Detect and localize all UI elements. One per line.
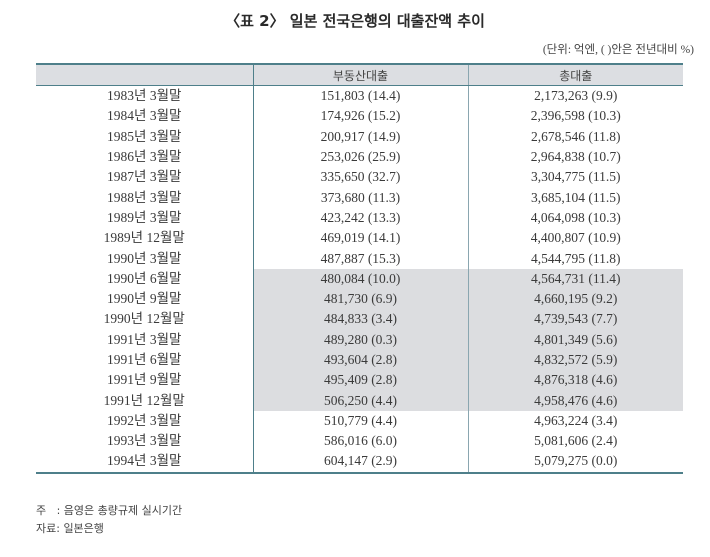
period-cell: 1985년 3월말 [107, 128, 182, 144]
real-estate-loan-cell: 586,016 (6.0) [252, 431, 468, 452]
total-loan-cell: 3,304,775 (11.5) [467, 167, 683, 188]
total-loan-cell: 5,081,606 (2.4) [467, 431, 683, 452]
total-loan-cell: 2,964,838 (10.7) [467, 146, 683, 168]
table-row: 1991년 12월말 506,250 (4.4) 4,958,476 (4.6) [36, 390, 683, 411]
real-estate-loan-cell: 495,409 (2.8) [252, 370, 468, 391]
total-loan-cell: 4,064,098 (10.3) [467, 207, 683, 229]
period-cell: 1991년 12월말 [103, 392, 185, 408]
total-loan-cell: 2,678,546 (11.8) [467, 126, 683, 147]
period-cell: 1992년 3월말 [107, 412, 182, 428]
period-cell: 1988년 3월말 [107, 189, 182, 205]
real-estate-loan-cell: 604,147 (2.9) [252, 451, 468, 474]
header-real-estate-loans: 부동산대출 [252, 63, 468, 86]
table-row: 1986년 3월말 253,026 (25.9) 2,964,838 (10.7) [36, 146, 683, 168]
table-header-row: 부동산대출 총대출 [36, 63, 683, 86]
total-loan-cell: 4,876,318 (4.6) [467, 370, 683, 391]
period-cell: 1991년 3월말 [107, 331, 182, 347]
table-row: 1991년 6월말 493,604 (2.8) 4,832,572 (5.9) [36, 349, 683, 371]
period-cell: 1990년 12월말 [103, 311, 185, 327]
total-loan-cell: 4,660,195 (9.2) [467, 288, 683, 310]
table-row: 1991년 9월말 495,409 (2.8) 4,876,318 (4.6) [36, 370, 683, 391]
period-cell: 1993년 3월말 [107, 433, 182, 449]
table-row: 1992년 3월말 510,779 (4.4) 4,963,224 (3.4) [36, 410, 683, 432]
real-estate-loan-cell: 335,650 (32.7) [252, 167, 468, 188]
unit-note: (단위: 억엔, ( )안은 전년대비 %) [542, 44, 694, 56]
total-loan-cell: 4,564,731 (11.4) [467, 268, 683, 289]
total-loan-cell: 4,400,807 (10.9) [467, 228, 683, 249]
total-loan-cell: 4,801,349 (5.6) [467, 329, 683, 350]
real-estate-loan-cell: 253,026 (25.9) [252, 146, 468, 168]
table-row: 1984년 3월말 174,926 (15.2) 2,396,598 (10.3) [36, 106, 683, 127]
real-estate-loan-cell: 481,730 (6.9) [252, 288, 468, 310]
period-cell: 1984년 3월말 [107, 108, 182, 124]
period-cell: 1987년 3월말 [107, 169, 182, 185]
table-row: 1983년 3월말 151,803 (14.4) 2,173,263 (9.9) [36, 85, 683, 107]
header-total-loans: 총대출 [467, 63, 683, 86]
real-estate-loan-cell: 487,887 (15.3) [252, 248, 468, 269]
period-cell: 1991년 9월말 [107, 372, 182, 388]
table-row: 1988년 3월말 373,680 (11.3) 3,685,104 (11.5) [36, 187, 683, 208]
real-estate-loan-cell: 151,803 (14.4) [252, 85, 468, 107]
real-estate-loan-cell: 484,833 (3.4) [252, 309, 468, 330]
total-loan-cell: 4,544,795 (11.8) [467, 248, 683, 269]
table-row: 1994년 3월말 604,147 (2.9) 5,079,275 (0.0) [36, 451, 683, 474]
total-loan-cell: 2,173,263 (9.9) [467, 85, 683, 107]
real-estate-loan-cell: 493,604 (2.8) [252, 349, 468, 371]
total-loan-cell: 2,396,598 (10.3) [467, 106, 683, 127]
total-loan-cell: 3,685,104 (11.5) [467, 187, 683, 208]
real-estate-loan-cell: 200,917 (14.9) [252, 126, 468, 147]
table-row: 1990년 9월말 481,730 (6.9) 4,660,195 (9.2) [36, 288, 683, 310]
table-row: 1990년 12월말 484,833 (3.4) 4,739,543 (7.7) [36, 309, 683, 330]
real-estate-loan-cell: 506,250 (4.4) [252, 390, 468, 411]
table-row: 1985년 3월말 200,917 (14.9) 2,678,546 (11.8) [36, 126, 683, 147]
table-row: 1989년 12월말 469,019 (14.1) 4,400,807 (10.9) [36, 228, 683, 249]
period-cell: 1990년 3월말 [107, 250, 182, 266]
period-cell: 1994년 3월말 [36, 451, 253, 474]
period-cell: 1990년 6월말 [107, 270, 182, 286]
real-estate-loan-cell: 423,242 (13.3) [252, 207, 468, 229]
period-cell: 1989년 12월말 [103, 230, 185, 246]
period-cell: 1989년 3월말 [107, 209, 182, 225]
total-loan-cell: 4,963,224 (3.4) [467, 410, 683, 432]
total-loan-cell: 4,832,572 (5.9) [467, 349, 683, 371]
table-row: 1993년 3월말 586,016 (6.0) 5,081,606 (2.4) [36, 431, 683, 452]
real-estate-loan-cell: 174,926 (15.2) [252, 106, 468, 127]
source-note: 자료: 일본은행 [36, 522, 104, 535]
real-estate-loan-cell: 373,680 (11.3) [252, 187, 468, 208]
period-cell: 1990년 9월말 [107, 291, 182, 307]
total-loan-cell: 4,739,543 (7.7) [467, 309, 683, 330]
real-estate-loan-cell: 469,019 (14.1) [252, 228, 468, 249]
header-period [36, 63, 253, 86]
total-loan-cell: 5,079,275 (0.0) [467, 451, 683, 474]
period-cell: 1983년 3월말 [107, 88, 182, 104]
real-estate-loan-cell: 489,280 (0.3) [252, 329, 468, 350]
table-row: 1990년 3월말 487,887 (15.3) 4,544,795 (11.8) [36, 248, 683, 269]
table-row: 1987년 3월말 335,650 (32.7) 3,304,775 (11.5) [36, 167, 683, 188]
footnotes: 주 : 음영은 총량규제 실시기간 자료: 일본은행 [36, 502, 182, 538]
period-cell: 1986년 3월말 [107, 149, 182, 165]
real-estate-loan-cell: 510,779 (4.4) [252, 410, 468, 432]
real-estate-loan-cell: 480,084 (10.0) [252, 268, 468, 289]
table-row: 1990년 6월말 480,084 (10.0) 4,564,731 (11.4) [36, 268, 683, 289]
loan-balance-table: 부동산대출 총대출 1983년 3월말 151,803 (14.4) 2,173,2… [36, 63, 683, 474]
table-row: 1989년 3월말 423,242 (13.3) 4,064,098 (10.3) [36, 207, 683, 229]
period-cell: 1991년 6월말 [107, 352, 182, 367]
table-row: 1991년 3월말 489,280 (0.3) 4,801,349 (5.6) [36, 329, 683, 350]
total-loan-cell: 4,958,476 (4.6) [467, 390, 683, 411]
shading-note: 주 : 음영은 총량규제 실시기간 [36, 504, 183, 517]
table-title: 〈표 2〉 일본 전국은행의 대출잔액 추이 [225, 12, 485, 30]
